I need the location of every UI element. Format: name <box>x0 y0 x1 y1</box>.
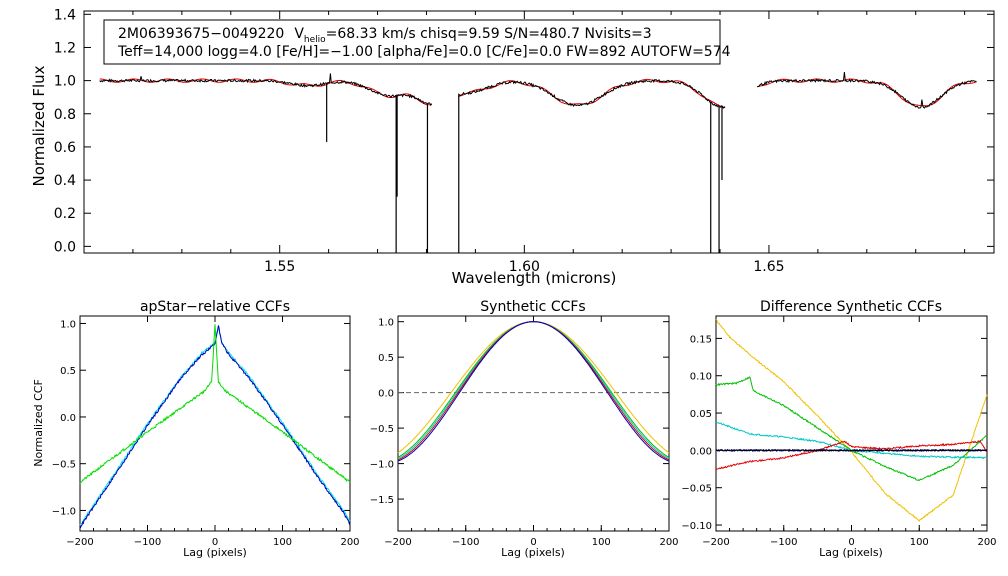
synthetic-ccf-x-tick-label: 0 <box>530 537 536 548</box>
apstar-ccf-plot-frame <box>79 315 351 532</box>
difference-ccf-x-tick-label: 100 <box>910 537 929 548</box>
model-spectrum-chip-3 <box>757 78 977 107</box>
difference-ccf-x-tick-label: −100 <box>770 537 797 548</box>
spectrum-annotation-box <box>103 19 721 65</box>
spectrum-plot-frame <box>83 10 995 254</box>
spectrum-y-tick-label: 0.4 <box>54 173 76 189</box>
difference-ccf-x-axis-label: Lag (pixels) <box>819 546 883 559</box>
difference-ccf-plot-frame <box>715 315 988 532</box>
apstar-ccf-y-tick-label: −1.0 <box>52 506 76 517</box>
difference-ccf-series-red <box>715 439 987 470</box>
spectrum-y-tick-label: 1.4 <box>54 7 76 23</box>
difference-ccf-series-cyan <box>715 422 988 460</box>
spectrum-y-axis-label: Normalized Flux <box>30 65 48 186</box>
apstar-ccf-axis-ticks: −200 −100 0 100 200 −1.0 −0.5 0.0 0.5 1.0 <box>52 316 360 548</box>
difference-ccf-x-tick-label: 0 <box>848 537 854 548</box>
difference-ccf-y-tick-label: 0.05 <box>690 409 712 420</box>
synthetic-ccf-y-tick-label: −0.5 <box>370 424 394 435</box>
apstar-ccf-y-tick-label: 1.0 <box>60 319 76 330</box>
difference-ccf-x-tick-label: −200 <box>702 537 729 548</box>
annotation-v-label: V <box>294 26 304 42</box>
apstar-ccf-y-axis-label: Normalized CCF <box>32 379 45 467</box>
synthetic-ccf-x-tick-label: 100 <box>592 537 611 548</box>
synthetic-ccf-y-tick-label: 0.0 <box>378 389 394 400</box>
difference-ccf-y-tick-label: −0.05 <box>681 484 712 495</box>
apstar-ccf-series-green-visit <box>79 324 351 484</box>
synthetic-ccf-x-tick-label: −100 <box>452 537 479 548</box>
apstar-ccf-x-tick-label: 100 <box>273 537 292 548</box>
synthetic-ccf-y-tick-label: −1.0 <box>370 460 394 471</box>
apstar-ccf-series-blue-visit <box>79 325 351 529</box>
synthetic-ccf-series-cyan <box>397 321 670 460</box>
synthetic-ccf-series <box>397 321 670 462</box>
apstar-ccf-y-tick-label: 0.5 <box>60 366 76 377</box>
spectrum-axis-ticks: 0.0 0.2 0.4 0.6 0.8 1.0 1.2 1.4 1.55 1.60 1.65 <box>54 7 994 275</box>
difference-ccf-series-yellow <box>715 319 988 523</box>
synthetic-ccf-series-green <box>397 321 670 458</box>
model-spectrum-chip-1 <box>99 78 432 106</box>
annotation-star-id: 2M06393675−0049220 <box>118 26 284 42</box>
annotation-line-2: Teff=14,000 logg=4.0 [Fe/H]=−1.00 [alpha… <box>117 44 731 60</box>
difference-ccf-y-tick-label: 0.10 <box>690 372 712 383</box>
observed-spectrum-chip-1 <box>99 73 433 107</box>
difference-ccf-title: Difference Synthetic CCFs <box>760 299 942 315</box>
difference-ccf-x-tick-label: 200 <box>977 537 996 548</box>
synthetic-ccf-x-tick-label: 200 <box>659 537 678 548</box>
synthetic-ccf-y-tick-label: 0.5 <box>378 353 394 364</box>
apstar-ccf-x-tick-label: −100 <box>134 537 161 548</box>
apstar-ccf-y-tick-label: −0.5 <box>52 460 76 471</box>
annotation-line-1-rest: =68.33 km/s chisq=9.59 S/N=480.7 Nvisits… <box>326 26 652 42</box>
spectrum-y-tick-label: 1.0 <box>54 74 76 90</box>
spectrum-y-tick-label: 0.8 <box>54 107 76 123</box>
difference-ccf-axis-ticks: −200 −100 0 100 200 −0.10 −0.05 0.00 0.05 0.10 0.1… <box>681 316 997 548</box>
synthetic-ccf-series-red <box>397 321 670 461</box>
difference-ccf-y-tick-label: 0.00 <box>690 446 712 457</box>
synthetic-ccf-title: Synthetic CCFs <box>480 299 585 315</box>
spectrum-data <box>99 72 977 253</box>
apstar-ccf-title: apStar−relative CCFs <box>140 299 290 315</box>
apstar-ccf-x-tick-label: 200 <box>340 537 359 548</box>
difference-ccf-y-tick-label: −0.10 <box>681 521 712 532</box>
spectrum-y-tick-label: 0.6 <box>54 140 76 156</box>
apstar-ccf-x-axis-label: Lag (pixels) <box>183 546 247 559</box>
apstar-ccf-x-tick-label: 0 <box>212 537 218 548</box>
observed-spectrum-chip-3 <box>757 72 977 109</box>
synthetic-ccf-series-yellow <box>397 321 670 454</box>
spectrum-x-tick-label: 1.60 <box>509 259 540 275</box>
apstar-ccf-y-tick-label: 0.0 <box>60 413 76 424</box>
spectrum-y-tick-label: 1.2 <box>54 40 76 56</box>
synthetic-ccf-series-blue <box>397 321 670 462</box>
difference-ccf-series-green <box>715 376 988 482</box>
difference-ccf-series-black <box>715 448 988 453</box>
synthetic-ccf-y-tick-label: −1.5 <box>370 495 394 506</box>
apstar-ccf-panel: apStar−relative CCFs −200 −100 0 100 200 −1.0… <box>32 299 360 559</box>
apstar-ccf-x-tick-label: −200 <box>66 537 93 548</box>
apstar-ccf-series <box>79 324 351 529</box>
spectrum-y-tick-label: 0.2 <box>54 206 76 222</box>
annotation-v-subscript: helio <box>304 35 326 45</box>
annotation-line-1: 2M06393675−0049220 Vhelio=68.33 km/s chis… <box>118 26 652 45</box>
spectrum-panel: 0.0 0.2 0.4 0.6 0.8 1.0 1.2 1.4 1.55 1.60 1.65 2M0… <box>30 7 995 287</box>
synthetic-ccf-y-tick-label: 1.0 <box>378 318 394 329</box>
difference-ccf-panel: Difference Synthetic CCFs −200 −100 0 100 20… <box>681 299 996 559</box>
spectrum-x-axis-label: Wavelength (microns) <box>452 269 617 287</box>
synthetic-ccf-x-axis-label: Lag (pixels) <box>501 546 565 559</box>
apstar-ccf-series-cyan-visit <box>79 327 351 526</box>
observed-spectrum-chip-2 <box>457 79 726 109</box>
synthetic-ccf-panel: Synthetic CCFs −200 −100 0 100 200 −1.5 −1.0 −0… <box>370 299 679 559</box>
difference-ccf-y-tick-label: 0.15 <box>690 334 712 345</box>
synthetic-ccf-x-tick-label: −200 <box>384 537 411 548</box>
spectrum-y-tick-label: 0.0 <box>54 239 76 255</box>
synthetic-ccf-axis-ticks: −200 −100 0 100 200 −1.5 −1.0 −0.5 0.0 0.5 1.0 <box>370 316 679 548</box>
spectrum-x-tick-label: 1.65 <box>753 259 784 275</box>
difference-ccf-series <box>715 319 988 523</box>
spectrum-x-tick-label: 1.55 <box>264 259 295 275</box>
